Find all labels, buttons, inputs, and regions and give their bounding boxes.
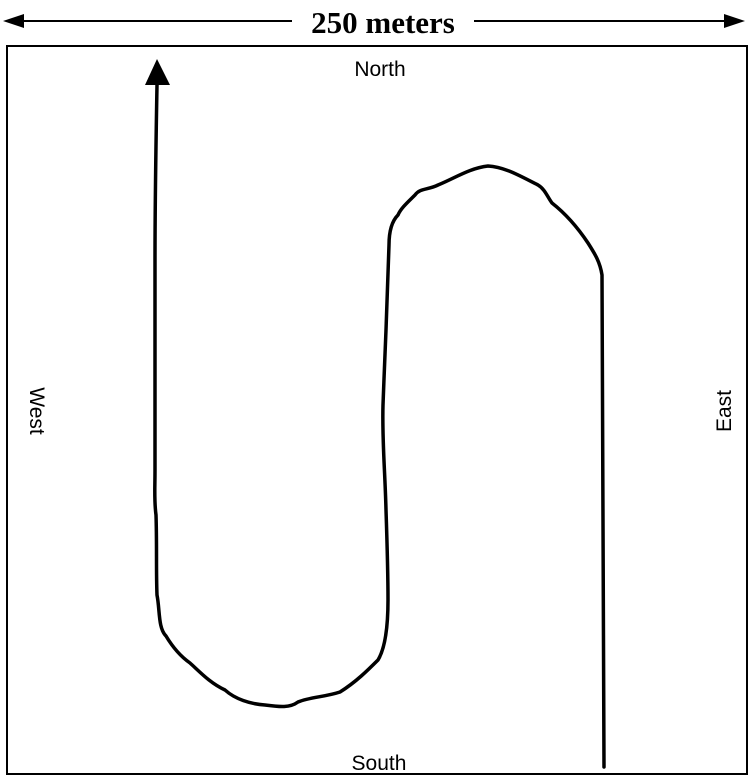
winding-path	[153, 83, 606, 769]
scale-label: 250 meters	[311, 5, 455, 40]
scale-arrow-right-icon	[724, 14, 745, 28]
scale-arrow-left-icon	[3, 14, 24, 28]
east-label: East	[713, 390, 736, 432]
map-frame	[6, 45, 748, 775]
north-arrow-icon	[145, 59, 170, 85]
west-label: West	[25, 387, 48, 435]
north-label: North	[354, 58, 405, 81]
scale-bar: 250 meters	[3, 5, 745, 40]
south-label: South	[352, 752, 407, 775]
